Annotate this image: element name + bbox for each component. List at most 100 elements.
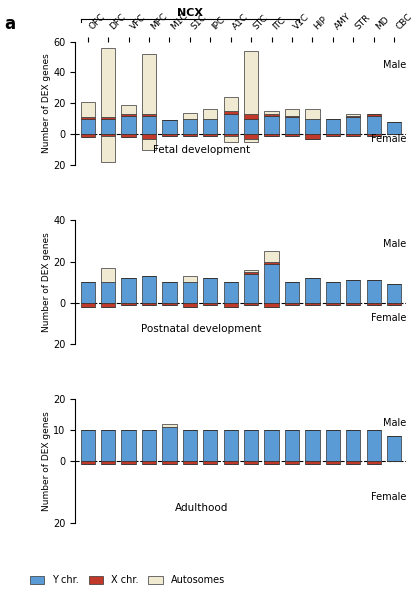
Bar: [101, 117, 115, 119]
Bar: [162, 282, 176, 303]
Text: Fetal development: Fetal development: [153, 145, 250, 155]
Bar: [224, 135, 238, 142]
Bar: [264, 461, 279, 464]
Bar: [244, 270, 258, 272]
Bar: [142, 303, 156, 305]
Bar: [244, 51, 258, 114]
Bar: [305, 109, 320, 119]
Text: Female: Female: [371, 313, 406, 323]
Bar: [183, 461, 197, 464]
Bar: [285, 430, 299, 461]
Bar: [285, 117, 299, 134]
Bar: [203, 109, 217, 119]
Bar: [80, 117, 95, 119]
Text: Female: Female: [371, 492, 406, 502]
Bar: [122, 303, 136, 305]
Bar: [367, 116, 381, 134]
Bar: [122, 461, 136, 464]
Text: Male: Male: [383, 60, 406, 70]
Bar: [142, 276, 156, 303]
Bar: [387, 437, 401, 461]
Bar: [224, 97, 238, 111]
Bar: [80, 102, 95, 117]
Bar: [142, 461, 156, 464]
Bar: [264, 264, 279, 303]
Bar: [264, 111, 279, 114]
Bar: [285, 303, 299, 305]
Bar: [203, 461, 217, 464]
Bar: [224, 461, 238, 464]
Bar: [326, 303, 340, 305]
Bar: [224, 111, 238, 114]
Bar: [162, 424, 176, 427]
Bar: [346, 461, 360, 464]
Bar: [224, 430, 238, 461]
Bar: [80, 430, 95, 461]
Bar: [244, 430, 258, 461]
Y-axis label: Number of DEX genes: Number of DEX genes: [41, 53, 51, 153]
Bar: [80, 134, 95, 137]
Bar: [264, 430, 279, 461]
Bar: [264, 116, 279, 134]
Bar: [244, 303, 258, 305]
Y-axis label: Number of DEX genes: Number of DEX genes: [41, 232, 51, 332]
Bar: [244, 114, 258, 119]
Bar: [346, 114, 360, 116]
Bar: [101, 461, 115, 464]
Bar: [387, 303, 401, 305]
Bar: [326, 282, 340, 303]
Bar: [367, 134, 381, 135]
Bar: [80, 461, 95, 464]
Bar: [122, 278, 136, 303]
Bar: [122, 105, 136, 114]
Bar: [244, 139, 258, 142]
Bar: [183, 119, 197, 134]
Bar: [346, 134, 360, 135]
Bar: [244, 119, 258, 134]
Bar: [224, 282, 238, 303]
Bar: [264, 261, 279, 264]
Bar: [305, 119, 320, 134]
Bar: [285, 282, 299, 303]
Bar: [183, 112, 197, 119]
Bar: [183, 430, 197, 461]
Bar: [346, 430, 360, 461]
Bar: [244, 272, 258, 274]
Bar: [183, 134, 197, 135]
Bar: [224, 114, 238, 134]
Bar: [244, 461, 258, 464]
Bar: [305, 278, 320, 303]
Bar: [326, 119, 340, 134]
Bar: [101, 135, 115, 162]
Bar: [346, 303, 360, 305]
Text: Female: Female: [371, 134, 406, 144]
Bar: [367, 461, 381, 464]
Text: Adulthood: Adulthood: [175, 503, 228, 513]
Bar: [285, 116, 299, 117]
Bar: [264, 251, 279, 261]
Bar: [101, 430, 115, 461]
Text: NCX: NCX: [177, 8, 203, 18]
Bar: [80, 119, 95, 134]
Bar: [264, 134, 279, 135]
Bar: [142, 54, 156, 114]
Bar: [387, 122, 401, 134]
Bar: [305, 303, 320, 305]
Bar: [203, 119, 217, 134]
Bar: [244, 274, 258, 303]
Bar: [203, 303, 217, 305]
Bar: [367, 280, 381, 303]
Bar: [305, 430, 320, 461]
Bar: [142, 139, 156, 150]
Bar: [305, 134, 320, 139]
Bar: [183, 282, 197, 303]
Bar: [203, 430, 217, 461]
Bar: [80, 282, 95, 303]
Bar: [224, 303, 238, 307]
Bar: [203, 278, 217, 303]
Bar: [367, 114, 381, 116]
Bar: [367, 303, 381, 305]
Bar: [305, 461, 320, 464]
Bar: [162, 303, 176, 305]
Text: Male: Male: [383, 239, 406, 249]
